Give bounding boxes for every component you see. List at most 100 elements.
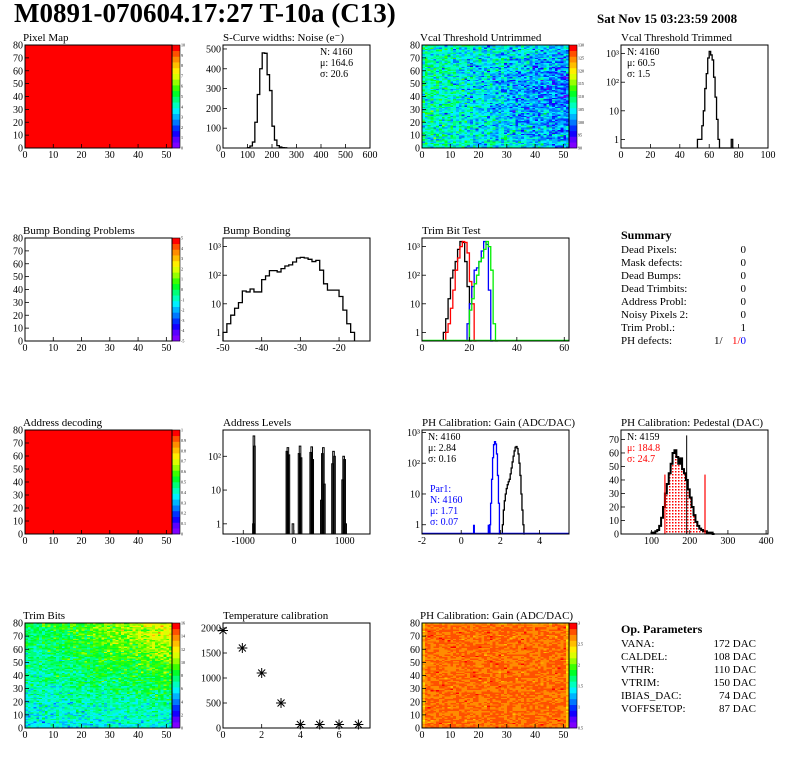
- histogram-series-3: [468, 240, 498, 342]
- y-tick-label: 40: [13, 671, 23, 682]
- x-tick-label: -50: [216, 343, 229, 354]
- colorbar-segment: [569, 67, 577, 74]
- y-tick-label: 10: [410, 710, 420, 721]
- param-value: 108 DAC: [713, 651, 756, 663]
- panel-trim-bit-test: [421, 237, 570, 342]
- y-tick-label: 60: [13, 259, 23, 270]
- y-tick-label: 500: [206, 699, 221, 710]
- colorbar-tick-label: 115: [578, 81, 584, 86]
- colorbar-tick-label: 0.9: [181, 438, 186, 443]
- param-label: VTHR:: [621, 664, 654, 676]
- x-tick-label: 40: [530, 150, 540, 161]
- colorbar-segment: [569, 710, 577, 717]
- x-tick-label: 2: [498, 536, 503, 547]
- y-tick-label: 50: [13, 79, 23, 90]
- panel-vcal-trimmed: [620, 44, 769, 149]
- y-tick-label: 10³: [407, 242, 420, 253]
- heatmap-fill: [25, 430, 172, 534]
- y-tick-label: 70: [410, 632, 420, 643]
- colorbar-segment: [172, 318, 180, 325]
- param-label: CALDEL:: [621, 651, 668, 663]
- x-tick-label: 30: [105, 536, 115, 547]
- colorbar-tick-label: 4: [181, 246, 183, 251]
- y-tick-label: 0: [415, 144, 420, 155]
- summary-value: 0: [740, 309, 747, 321]
- panel-ph-calibration-gain-map: [421, 622, 578, 729]
- colorbar-segment: [172, 107, 180, 114]
- colorbar-segment: [569, 687, 577, 694]
- y-tick-label: 70: [609, 435, 619, 446]
- panel-title: Vcal Threshold Untrimmed: [420, 32, 542, 44]
- panel-address-levels: [222, 429, 371, 535]
- colorbar-tick-label: 3: [578, 621, 580, 626]
- y-tick-label: 10: [410, 299, 420, 310]
- colorbar-segment: [569, 716, 577, 723]
- colorbar-segment: [172, 306, 180, 313]
- summary-row: Dead Trimbits: 0: [621, 283, 746, 296]
- y-tick-label: 400: [206, 64, 221, 75]
- colorbar-segment: [172, 516, 180, 523]
- x-tick-label: 60: [704, 150, 714, 161]
- colorbar-segment: [172, 528, 180, 535]
- colorbar-tick-label: 12: [181, 647, 185, 652]
- histogram-series-0: [222, 256, 356, 341]
- colorbar-segment: [172, 499, 180, 506]
- y-tick-label: 10³: [606, 49, 619, 60]
- colorbar-segment: [172, 249, 180, 256]
- panel-pixel-map: [24, 44, 181, 149]
- colorbar-segment: [172, 119, 180, 126]
- x-tick-label: 20: [77, 150, 87, 161]
- y-tick-label: 10³: [208, 242, 221, 253]
- param-row: VTHR: 110 DAC: [621, 664, 756, 677]
- y-tick-label: 60: [410, 66, 420, 77]
- histogram-series-0: [696, 50, 735, 149]
- y-tick-label: 40: [410, 671, 420, 682]
- y-tick-label: 60: [609, 448, 619, 459]
- colorbar-tick-label: 1: [181, 277, 183, 282]
- y-tick-label: 20: [13, 504, 23, 515]
- y-tick-label: 0: [415, 724, 420, 735]
- y-tick-label: 10: [211, 299, 221, 310]
- colorbar-segment: [172, 45, 180, 52]
- colorbar-tick-label: 0.3: [181, 500, 186, 505]
- x-tick-label: 20: [474, 150, 484, 161]
- stats-text: N: 4160: [430, 495, 463, 506]
- star-marker-stroke: [257, 669, 266, 677]
- colorbar-segment: [172, 441, 180, 448]
- colorbar-tick-label: 1: [181, 428, 183, 433]
- y-tick-label: 1: [216, 519, 221, 530]
- colorbar-tick-label: 110: [578, 94, 584, 99]
- y-tick-label: 100: [206, 124, 221, 135]
- param-value: 172 DAC: [713, 638, 756, 650]
- y-tick-label: 10: [410, 131, 420, 142]
- colorbar-segment: [569, 130, 577, 137]
- x-tick-label: 50: [558, 150, 568, 161]
- plot-frame: [222, 622, 371, 729]
- colorbar-segment: [172, 710, 180, 717]
- colorbar-segment: [172, 300, 180, 307]
- colorbar-segment: [569, 681, 577, 688]
- heatmap-cells: [422, 45, 569, 148]
- colorbar-tick-label: 0.8: [181, 448, 186, 453]
- x-tick-label: 0: [23, 343, 28, 354]
- param-row: VOFFSETOP: 87 DAC: [621, 703, 756, 716]
- x-tick-label: -30: [294, 343, 307, 354]
- colorbar-segment: [172, 266, 180, 273]
- summary-row-ph-defects: PH defects: 1/ 1/ 0: [621, 335, 746, 348]
- y-tick-label: 10: [609, 106, 619, 117]
- y-tick-label: 40: [13, 92, 23, 103]
- y-tick-label: 500: [206, 44, 221, 55]
- colorbar-segment: [172, 56, 180, 63]
- panel-ph-calibration-gain-hist: [421, 429, 570, 535]
- summary-row: Trim Probl.: 1: [621, 322, 746, 335]
- y-tick-label: 20: [13, 311, 23, 322]
- colorbar-segment: [172, 640, 180, 647]
- x-tick-label: 50: [161, 536, 171, 547]
- x-tick-label: 30: [502, 730, 512, 741]
- colorbar-segment: [569, 73, 577, 80]
- colorbar-segment: [569, 634, 577, 641]
- data-point: [276, 698, 287, 708]
- colorbar-segment: [172, 96, 180, 103]
- panel-title: PH Calibration: Pedestal (DAC): [621, 417, 763, 429]
